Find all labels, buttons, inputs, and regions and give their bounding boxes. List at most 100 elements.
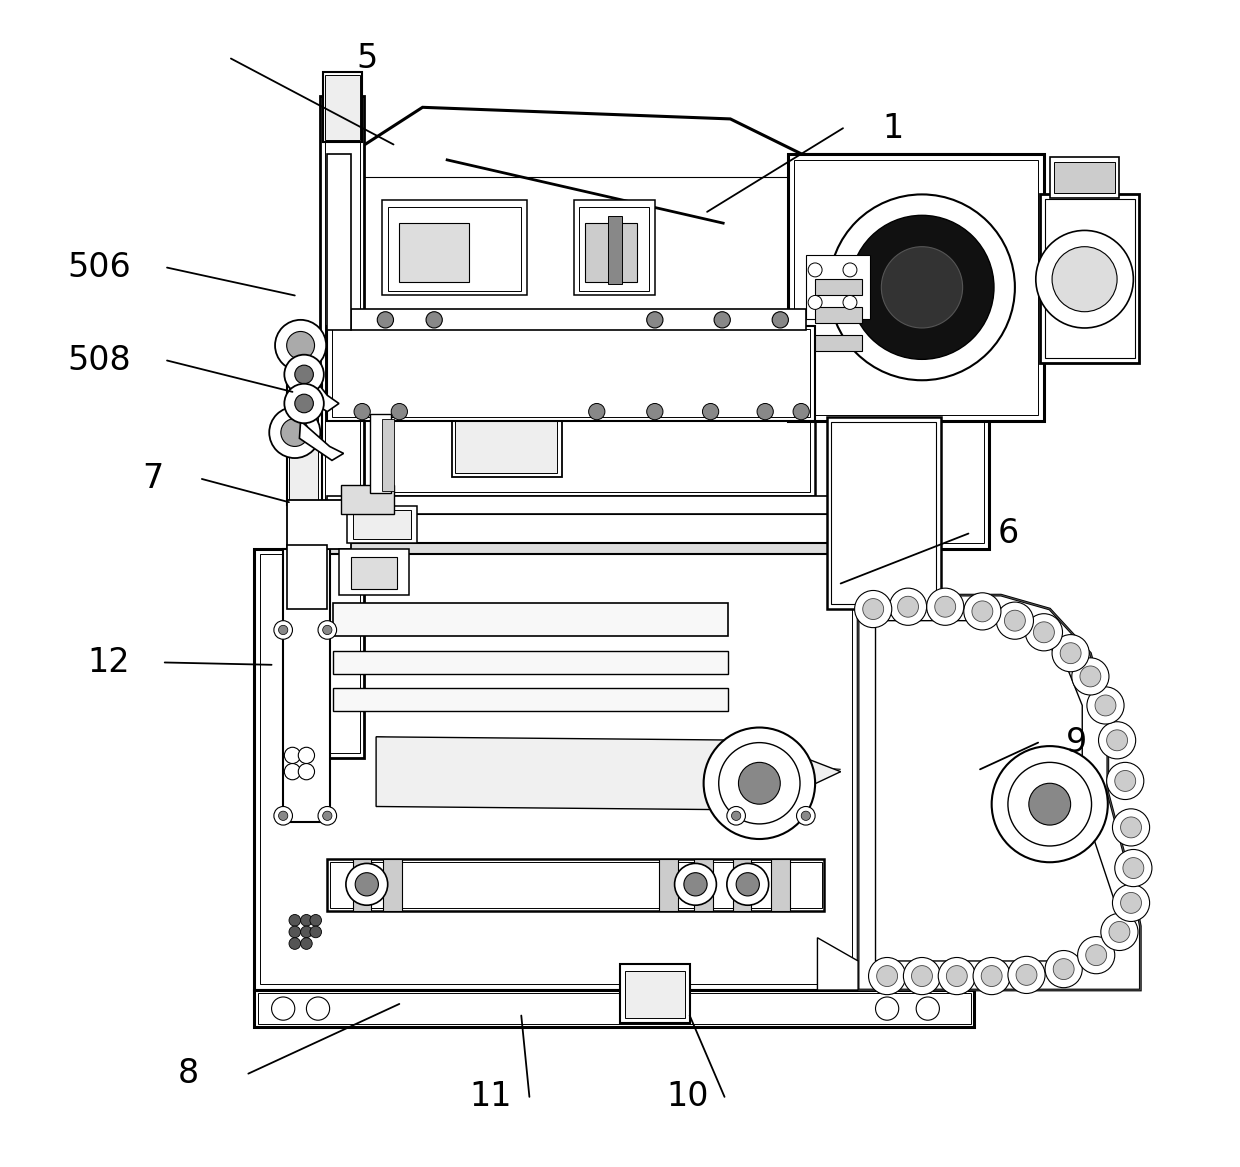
Circle shape	[1086, 945, 1106, 965]
Circle shape	[589, 404, 605, 420]
Circle shape	[299, 763, 315, 780]
Circle shape	[322, 626, 332, 635]
Text: 6: 6	[997, 517, 1018, 550]
Bar	[362, 177, 792, 316]
Bar	[620, 964, 689, 1022]
Bar	[325, 75, 360, 140]
Circle shape	[269, 407, 320, 459]
Polygon shape	[304, 369, 339, 412]
Bar	[771, 859, 790, 911]
Circle shape	[274, 621, 293, 640]
Text: 508: 508	[68, 344, 131, 377]
Circle shape	[1106, 762, 1143, 799]
Polygon shape	[376, 736, 841, 810]
Bar	[694, 859, 713, 911]
Circle shape	[963, 593, 1001, 630]
Bar	[660, 859, 678, 911]
Circle shape	[391, 404, 408, 420]
Bar	[322, 72, 362, 142]
Bar	[789, 154, 1044, 421]
Circle shape	[946, 965, 967, 986]
Circle shape	[284, 747, 300, 763]
Circle shape	[737, 873, 759, 896]
Bar	[1050, 158, 1120, 198]
Circle shape	[973, 957, 1011, 994]
Circle shape	[647, 404, 663, 420]
Circle shape	[377, 312, 393, 328]
Circle shape	[1101, 914, 1138, 950]
Circle shape	[355, 873, 378, 896]
Circle shape	[310, 927, 321, 938]
Bar	[286, 545, 327, 609]
Bar	[371, 414, 391, 492]
Bar	[1054, 162, 1115, 194]
Bar	[339, 548, 409, 595]
Circle shape	[289, 915, 300, 927]
Bar	[258, 993, 971, 1023]
Circle shape	[1095, 696, 1116, 715]
Bar	[827, 418, 941, 609]
Circle shape	[684, 873, 707, 896]
Circle shape	[727, 864, 769, 906]
Circle shape	[843, 295, 857, 309]
Circle shape	[1123, 858, 1143, 879]
Bar	[455, 382, 557, 473]
Circle shape	[647, 312, 663, 328]
Circle shape	[882, 246, 962, 328]
Circle shape	[843, 263, 857, 277]
Circle shape	[322, 811, 332, 820]
Circle shape	[981, 965, 1002, 986]
Bar	[286, 499, 351, 548]
Bar	[334, 651, 728, 675]
Circle shape	[877, 965, 898, 986]
Bar	[382, 201, 527, 295]
Bar	[351, 557, 397, 589]
Circle shape	[1115, 770, 1136, 791]
Circle shape	[889, 588, 926, 626]
Bar	[1045, 200, 1135, 358]
Circle shape	[727, 806, 745, 825]
Bar	[254, 990, 975, 1027]
Bar	[327, 326, 815, 421]
Bar	[341, 484, 393, 513]
Circle shape	[773, 312, 789, 328]
Bar	[806, 254, 869, 319]
Circle shape	[1053, 958, 1074, 979]
Circle shape	[996, 602, 1033, 640]
Circle shape	[1029, 783, 1070, 825]
Circle shape	[300, 938, 312, 950]
Bar	[327, 496, 864, 513]
Polygon shape	[327, 154, 351, 330]
Circle shape	[1109, 922, 1130, 943]
Circle shape	[703, 404, 719, 420]
Bar	[289, 375, 317, 502]
Circle shape	[1099, 721, 1136, 759]
Bar	[334, 160, 983, 543]
Circle shape	[274, 806, 293, 825]
Circle shape	[295, 365, 314, 384]
Circle shape	[279, 811, 288, 820]
Circle shape	[279, 626, 288, 635]
Bar	[332, 331, 811, 491]
Circle shape	[916, 997, 940, 1020]
Bar	[388, 208, 521, 291]
Circle shape	[898, 596, 919, 617]
Circle shape	[854, 591, 892, 628]
Circle shape	[286, 331, 315, 359]
Bar	[815, 335, 862, 351]
Circle shape	[1016, 964, 1037, 985]
Circle shape	[317, 621, 336, 640]
Circle shape	[1008, 956, 1045, 993]
Circle shape	[849, 216, 994, 359]
Circle shape	[355, 404, 371, 420]
Bar	[327, 513, 864, 543]
Circle shape	[796, 806, 815, 825]
Bar	[831, 422, 936, 605]
Text: 1: 1	[883, 112, 904, 145]
Text: 8: 8	[177, 1057, 198, 1090]
Circle shape	[972, 601, 993, 622]
Circle shape	[992, 746, 1107, 862]
Circle shape	[1045, 950, 1083, 987]
Circle shape	[310, 915, 321, 927]
Circle shape	[875, 997, 899, 1020]
